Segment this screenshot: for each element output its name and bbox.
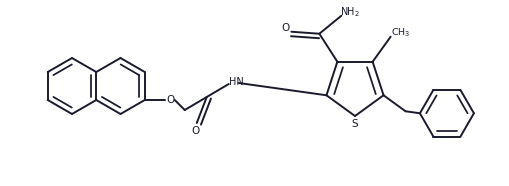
- Text: CH$_3$: CH$_3$: [390, 26, 410, 39]
- Text: O: O: [280, 23, 289, 33]
- Text: HN: HN: [229, 77, 243, 87]
- Text: NH$_2$: NH$_2$: [340, 5, 360, 19]
- Text: O: O: [191, 126, 200, 135]
- Text: S: S: [351, 119, 358, 129]
- Text: O: O: [166, 95, 174, 105]
